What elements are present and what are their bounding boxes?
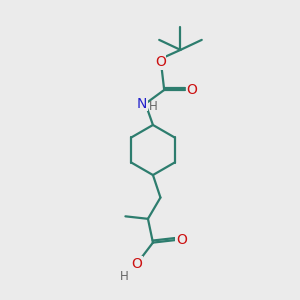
Text: O: O (155, 55, 166, 69)
Text: O: O (176, 233, 187, 247)
Text: H: H (149, 100, 158, 112)
Text: O: O (187, 83, 197, 97)
Text: O: O (131, 257, 142, 271)
Text: H: H (120, 270, 129, 283)
Text: N: N (137, 97, 147, 111)
